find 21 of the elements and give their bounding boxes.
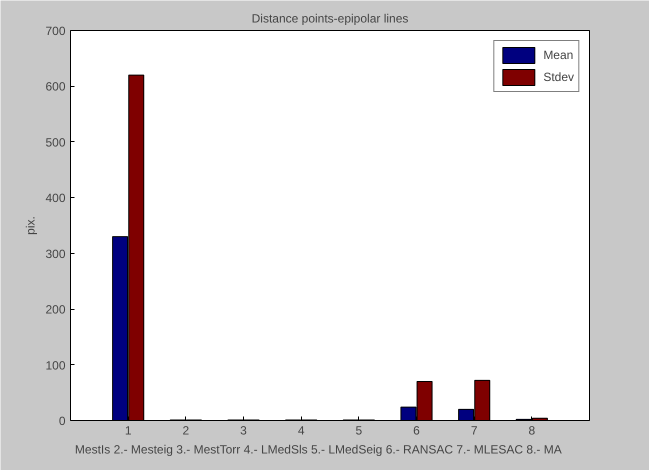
- x-tick-label: 4: [298, 424, 305, 438]
- x-tick-label: 2: [182, 424, 190, 438]
- y-tick-label: 700: [45, 24, 66, 38]
- y-tick-label: 200: [45, 302, 66, 317]
- legend-label: Stdev: [543, 70, 574, 84]
- y-axis-title: pix.: [23, 216, 38, 235]
- x-tick-label: 3: [240, 424, 248, 438]
- y-tick-label: 600: [45, 80, 66, 94]
- y-tick-label: 0: [58, 414, 66, 428]
- y-tick-label: 400: [45, 191, 66, 206]
- y-tick-label: 500: [45, 135, 66, 150]
- x-tick-label: 8: [528, 424, 536, 438]
- chart-title: Distance points-epipolar lines: [252, 12, 408, 26]
- legend-label: Mean: [543, 48, 574, 62]
- x-tick-label: 1: [124, 424, 132, 438]
- y-tick-label: 300: [45, 246, 66, 261]
- x-tick-label: 5: [355, 424, 362, 438]
- x-tick-label: 7: [470, 424, 478, 438]
- x-axis-title: MestIs 2.- Mesteig 3.- MestTorr 4.- LMedSls 5.- LMedSeig 6.- RANSAC 7.- MLESAC 8.- MA: [74, 442, 562, 456]
- y-tick-label: 100: [45, 358, 66, 372]
- x-tick-label: 6: [413, 424, 420, 438]
